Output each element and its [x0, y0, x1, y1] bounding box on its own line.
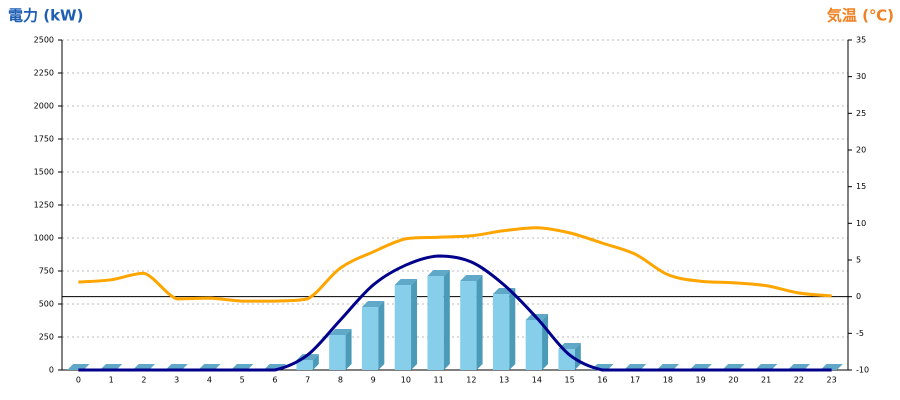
bar-side — [411, 278, 418, 370]
x-tick-label: 12 — [466, 376, 476, 385]
bar — [394, 284, 412, 370]
x-tick-label: 7 — [305, 376, 310, 385]
bar-side — [378, 301, 385, 370]
y-tick-label: 2000 — [34, 102, 54, 111]
x-tick-label: 19 — [696, 376, 706, 385]
x-tick-label: 6 — [272, 376, 277, 385]
x-tick-label: 11 — [434, 376, 444, 385]
y-tick-label: 1000 — [34, 234, 54, 243]
y-tick-label: 0 — [49, 366, 54, 375]
bar-top — [394, 278, 418, 285]
y-tick-label: 500 — [39, 300, 54, 309]
y-tick-label: 1750 — [34, 135, 54, 144]
bar — [329, 335, 346, 370]
bar-top — [361, 301, 385, 308]
x-tick-label: 15 — [565, 376, 575, 385]
x-tick-label: 1 — [109, 376, 114, 385]
y2-tick-label: 0 — [856, 292, 861, 301]
x-tick-label: 14 — [532, 376, 542, 385]
x-tick-label: 20 — [728, 376, 738, 385]
bar — [427, 276, 444, 370]
x-tick-label: 17 — [630, 376, 640, 385]
x-tick-label: 2 — [141, 376, 146, 385]
bar-side — [312, 354, 319, 370]
y-tick-label: 2500 — [34, 36, 54, 45]
y2-tick-label: 30 — [856, 72, 866, 81]
x-tick-label: 16 — [597, 376, 607, 385]
bar — [492, 293, 510, 370]
x-tick-label: 9 — [371, 376, 376, 385]
y2-tick-label: 15 — [856, 182, 866, 191]
y2-tick-label: -10 — [856, 366, 869, 375]
bar — [460, 281, 477, 370]
y2-title: 気温 (℃) — [827, 7, 894, 25]
bar — [296, 360, 313, 370]
x-tick-label: 10 — [401, 376, 411, 385]
bar — [525, 319, 543, 370]
line — [78, 254, 832, 372]
x-tick-label: 23 — [827, 376, 837, 385]
bar-side — [345, 329, 352, 370]
y-tick-label: 1250 — [34, 201, 54, 210]
x-tick-label: 5 — [240, 376, 245, 385]
bar-side — [509, 287, 516, 370]
bar-top — [329, 329, 352, 336]
bar — [361, 307, 379, 370]
x-tick-label: 22 — [794, 376, 804, 385]
y2-tick-label: 10 — [856, 219, 866, 228]
bar-top — [427, 270, 450, 277]
y2-tick-label: 20 — [856, 146, 866, 155]
bar-side — [574, 343, 581, 370]
bar-side — [542, 313, 549, 370]
bar-side — [476, 275, 483, 370]
y2-tick-label: -5 — [856, 329, 864, 338]
x-tick-label: 0 — [76, 376, 81, 385]
y-tick-label: 750 — [39, 267, 54, 276]
y2-tick-label: 25 — [856, 109, 866, 118]
y-tick-label: 2250 — [34, 69, 54, 78]
y2-tick-label: 35 — [856, 36, 866, 45]
x-tick-label: 8 — [338, 376, 343, 385]
x-tick-label: 18 — [663, 376, 673, 385]
y-tick-label: 250 — [39, 333, 54, 342]
x-tick-label: 13 — [499, 376, 509, 385]
bar-side — [443, 270, 450, 370]
line — [78, 226, 832, 303]
bar-top — [558, 343, 581, 350]
y-title: 電力 (kW) — [8, 7, 83, 25]
x-tick-label: 21 — [761, 376, 771, 385]
x-tick-label: 3 — [174, 376, 179, 385]
y-tick-label: 1500 — [34, 168, 54, 177]
bar-top — [460, 275, 483, 282]
x-tick-label: 4 — [207, 376, 212, 385]
y2-tick-label: 5 — [856, 256, 861, 265]
